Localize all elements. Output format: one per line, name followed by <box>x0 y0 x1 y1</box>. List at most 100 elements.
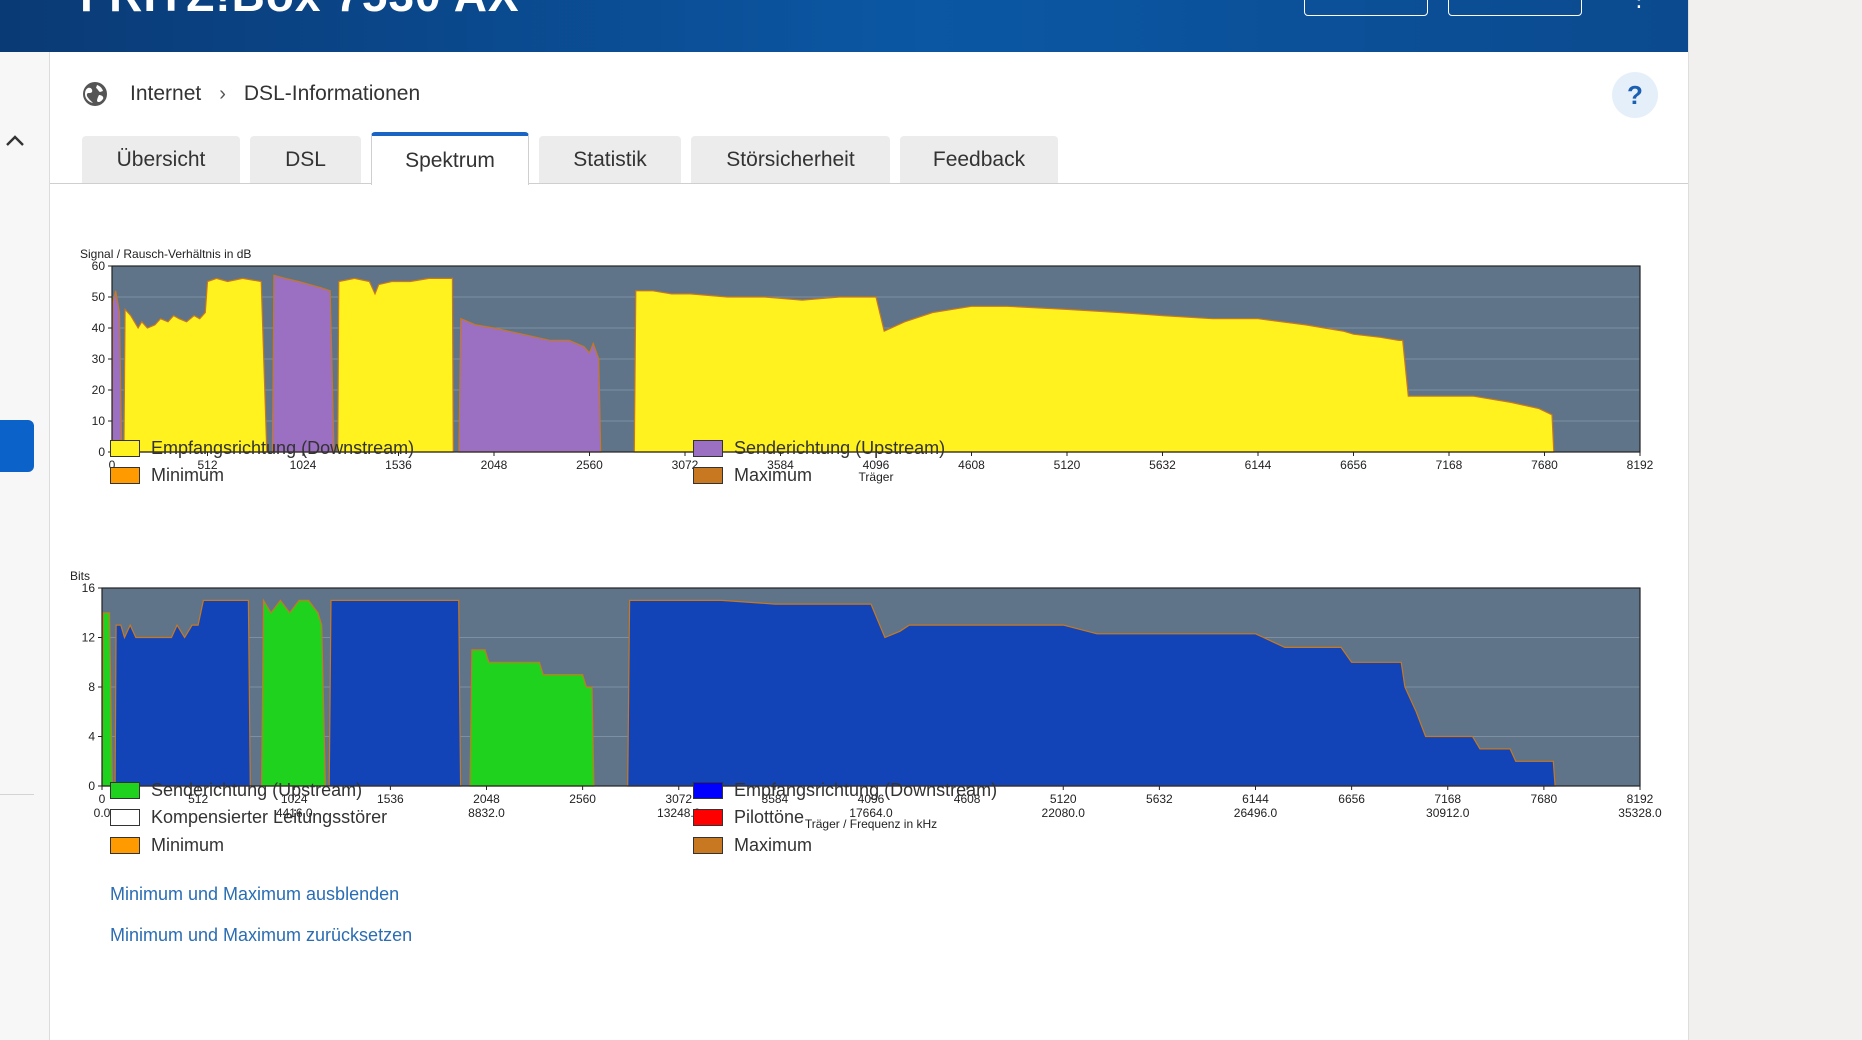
x-tick-label: 2560 <box>569 792 596 806</box>
sidebar-active-item[interactable] <box>0 420 34 472</box>
x-tick-label: 7680 <box>1531 792 1558 806</box>
legend-label: Minimum <box>151 464 225 485</box>
freq-tick-label: 30912.0 <box>1426 806 1470 820</box>
x-tick-label: 5120 <box>1050 792 1077 806</box>
tab-divider <box>50 183 1688 184</box>
legend-item: Minimum <box>110 834 224 856</box>
tab-feedback[interactable]: Feedback <box>900 136 1058 184</box>
header-button-1[interactable] <box>1304 0 1428 16</box>
legend-label: Maximum <box>734 464 813 485</box>
freq-tick-label: 17664.0 <box>849 806 893 820</box>
chevron-up-icon[interactable] <box>4 130 26 157</box>
x-tick-label: 7168 <box>1436 458 1463 472</box>
legend-item: Minimum <box>110 464 224 486</box>
series-area <box>337 277 454 453</box>
series-area <box>469 649 595 787</box>
tab-stoersicherheit[interactable]: Störsicherheit <box>691 136 890 184</box>
x-tick-label: 2048 <box>481 458 508 472</box>
series-area <box>271 274 335 453</box>
legend-swatch <box>110 808 140 826</box>
breadcrumb-internet[interactable]: Internet <box>130 82 202 105</box>
y-axis-title: Bits <box>70 569 90 583</box>
y-tick-label: 0 <box>98 445 105 459</box>
legend-item: Senderichtung (Upstream) <box>110 779 362 801</box>
legend-swatch <box>110 836 140 854</box>
x-tick-label: 1024 <box>281 792 308 806</box>
x-tick-label: 3584 <box>762 792 789 806</box>
x-tick-label: 512 <box>188 792 208 806</box>
tab-spektrum[interactable]: Spektrum <box>371 132 529 185</box>
legend-swatch <box>110 466 140 484</box>
x-tick-label: 5632 <box>1146 792 1173 806</box>
legend-item: Empfangsrichtung (Downstream) <box>110 437 414 459</box>
legend-swatch <box>693 781 723 799</box>
tab-dsl[interactable]: DSL <box>250 136 361 184</box>
legend-label: Kompensierter Leitungsstörer <box>151 806 388 827</box>
help-button[interactable]: ? <box>1612 72 1658 118</box>
breadcrumb: Internet › DSL-Informationen <box>80 76 420 112</box>
legend-item: Empfangsrichtung (Downstream) <box>693 779 997 801</box>
legend-label: Senderichtung (Upstream) <box>151 779 363 800</box>
legend-item: Pilottöne <box>693 806 804 828</box>
freq-tick-label: 0.0 <box>94 806 111 820</box>
globe-icon <box>83 82 107 106</box>
y-tick-label: 16 <box>82 581 96 595</box>
y-tick-label: 50 <box>92 290 106 304</box>
y-tick-label: 12 <box>82 631 96 645</box>
y-tick-label: 20 <box>92 383 106 397</box>
legend-item: Kompensierter Leitungsstörer <box>110 806 387 828</box>
x-tick-label: 1536 <box>377 792 404 806</box>
x-tick-label: 6144 <box>1242 792 1269 806</box>
snr-chart: 0 10 20 30 40 50 60 0 512 1024 1536 2048 2560 3072 358… <box>50 190 1690 495</box>
x-tick-label: 4608 <box>954 792 981 806</box>
x-tick-label: 5120 <box>1054 458 1081 472</box>
y-tick-label: 40 <box>92 321 106 335</box>
legend-item: Maximum <box>693 464 812 486</box>
tab-uebersicht[interactable]: Übersicht <box>82 136 240 184</box>
x-tick-label: 8192 <box>1627 792 1654 806</box>
legend-item: Maximum <box>693 834 812 856</box>
legend-swatch <box>693 466 723 484</box>
sidebar-divider <box>0 794 34 795</box>
y-tick-label: 8 <box>88 680 95 694</box>
legend-item: Senderichtung (Upstream) <box>693 437 945 459</box>
tab-statistik[interactable]: Statistik <box>539 136 681 184</box>
series-area <box>260 598 327 787</box>
freq-tick-label: 13248.0 <box>657 806 701 820</box>
x-tick-label: 6656 <box>1338 792 1365 806</box>
x-tick-label: 512 <box>197 458 217 472</box>
y-tick-label: 4 <box>88 730 95 744</box>
x-tick-label: 2048 <box>473 792 500 806</box>
legend-swatch <box>693 808 723 826</box>
x-tick-label: 4608 <box>958 458 985 472</box>
more-menu-icon[interactable]: ⋮ <box>1628 0 1650 10</box>
x-tick-label: 1536 <box>385 458 412 472</box>
y-tick-label: 60 <box>92 259 106 273</box>
series-area <box>627 599 1556 787</box>
legend-swatch <box>693 439 723 457</box>
legend-swatch <box>110 781 140 799</box>
y-tick-label: 10 <box>92 414 106 428</box>
legend-swatch <box>110 439 140 457</box>
reset-minmax-link[interactable]: Minimum und Maximum zurücksetzen <box>110 925 413 945</box>
freq-tick-label: 4416.0 <box>276 806 313 820</box>
hide-minmax-link[interactable]: Minimum und Maximum ausblenden <box>110 884 400 904</box>
bits-chart: 0 4 8 12 16 0 512 1024 1536 2048 2560 3072 3584 4096 4… <box>50 512 1690 837</box>
x-axis-title: Träger <box>859 470 894 484</box>
series-area <box>114 599 251 787</box>
y-axis-title: Signal / Rausch-Verhältnis in dB <box>80 247 251 261</box>
legend-label: Empfangsrichtung (Downstream) <box>151 437 415 458</box>
chevron-right-icon: › <box>219 82 226 105</box>
legend-label: Senderichtung (Upstream) <box>734 437 946 458</box>
series-area <box>123 277 268 453</box>
x-tick-label: 6656 <box>1340 458 1367 472</box>
header-button-2[interactable] <box>1448 0 1582 16</box>
x-tick-label: 2560 <box>576 458 603 472</box>
brand-title: FRITZ!Box 7530 AX <box>80 0 520 22</box>
sidebar <box>0 52 50 1040</box>
freq-tick-label: 8832.0 <box>468 806 505 820</box>
x-tick-label: 3072 <box>665 792 692 806</box>
series-area <box>633 290 1555 453</box>
x-tick-label: 6144 <box>1245 458 1272 472</box>
freq-tick-label: 22080.0 <box>1042 806 1086 820</box>
